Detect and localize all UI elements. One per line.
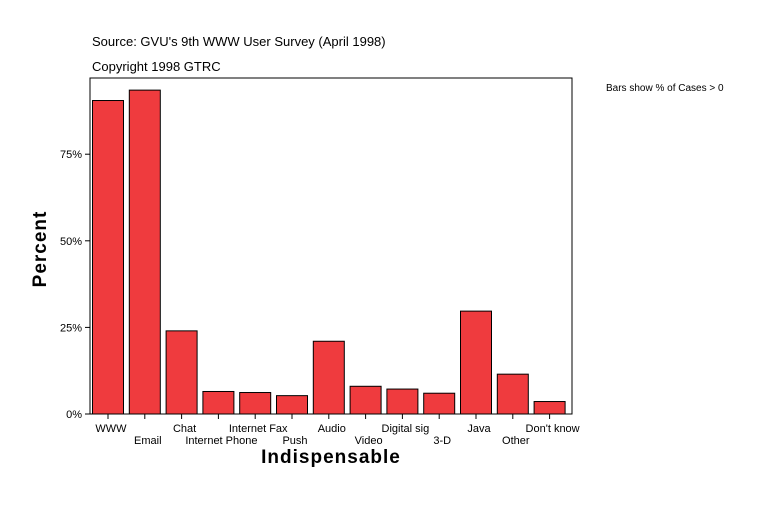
bar xyxy=(165,330,198,415)
bar xyxy=(533,401,566,415)
chart-source: Source: GVU's 9th WWW User Survey (April… xyxy=(92,34,386,49)
x-tick-label: Video xyxy=(355,435,383,447)
x-tick-label: Internet Phone xyxy=(185,435,257,447)
bar xyxy=(92,100,124,415)
bar xyxy=(386,388,419,415)
x-tick-label: Audio xyxy=(318,423,346,435)
bar xyxy=(496,373,529,415)
x-tick-label: Other xyxy=(502,435,530,447)
bar xyxy=(276,395,308,415)
y-tick-label: 25% xyxy=(60,322,82,334)
bar xyxy=(423,392,456,415)
x-tick-label: Digital sig xyxy=(382,423,430,435)
y-tick-label: 75% xyxy=(60,149,82,161)
x-tick-label: Java xyxy=(467,423,491,435)
chart-copyright: Copyright 1998 GTRC xyxy=(92,59,221,74)
y-tick-label: 50% xyxy=(60,236,82,248)
bar xyxy=(349,385,382,415)
bar xyxy=(239,392,272,415)
bar xyxy=(128,89,161,415)
x-tick-label: Don't know xyxy=(526,423,580,435)
chart-note: Bars show % of Cases > 0 xyxy=(606,83,724,94)
x-tick-label: Email xyxy=(134,435,162,447)
x-tick-label: Push xyxy=(282,435,307,447)
x-axis-label: Indispensable xyxy=(261,447,401,468)
bar xyxy=(202,390,235,415)
bar xyxy=(460,310,492,415)
x-tick-label: 3-D xyxy=(433,435,451,447)
bar xyxy=(312,340,345,415)
x-tick-label: WWW xyxy=(95,423,127,435)
x-tick-label: Chat xyxy=(173,423,196,435)
x-tick-label: Internet Fax xyxy=(229,423,288,435)
y-tick-label: 0% xyxy=(66,409,82,421)
